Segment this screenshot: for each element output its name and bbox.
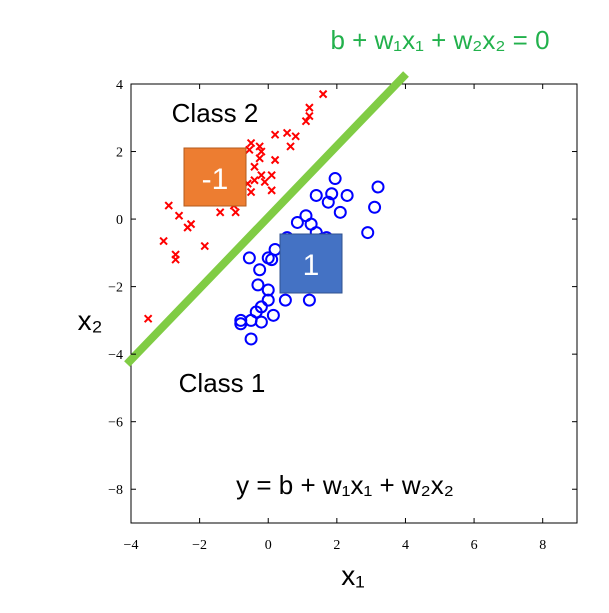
point — [245, 145, 254, 155]
x-tick-label: −2 — [192, 538, 207, 553]
point — [244, 332, 258, 346]
point — [278, 293, 292, 307]
point — [255, 154, 264, 163]
point — [305, 111, 314, 121]
point — [159, 236, 168, 246]
point — [291, 132, 300, 141]
point — [260, 177, 270, 187]
point — [215, 208, 225, 217]
point — [246, 187, 256, 197]
plot-frame — [130, 83, 578, 524]
x-tick-label: 0 — [265, 538, 272, 553]
point — [250, 162, 259, 171]
point — [301, 116, 311, 126]
point — [143, 314, 153, 323]
point — [371, 180, 385, 194]
y-tick-label: −8 — [108, 483, 123, 498]
point — [318, 89, 328, 99]
model-label: y = b + w₁x₁ + w₂x₂ — [236, 470, 454, 500]
point — [234, 317, 248, 331]
y-tick-label: −6 — [108, 416, 123, 431]
x-tick-label: 4 — [402, 538, 409, 553]
x-tick-label: 6 — [471, 538, 478, 553]
label-pos: 1 — [303, 249, 320, 282]
point — [309, 188, 323, 202]
point — [231, 208, 240, 217]
decision-boundary — [124, 71, 409, 367]
point — [286, 142, 295, 151]
point — [200, 241, 209, 251]
x-axis-label: x₁ — [341, 560, 364, 591]
point — [261, 251, 275, 265]
class2-label: Class 2 — [172, 98, 259, 128]
x-tick-label: 8 — [539, 538, 546, 553]
point — [257, 170, 266, 180]
class1-label: Class 1 — [179, 368, 266, 398]
point — [321, 195, 335, 209]
y-tick-label: −4 — [108, 348, 123, 363]
point — [246, 138, 256, 148]
point — [261, 293, 275, 307]
point — [290, 215, 304, 229]
points — [143, 89, 385, 346]
x-tick-label: −4 — [124, 538, 139, 553]
point — [361, 226, 375, 240]
point — [254, 315, 268, 329]
point — [333, 205, 347, 219]
point — [250, 176, 259, 185]
point — [174, 211, 184, 220]
point — [282, 128, 292, 138]
y-axis-label: x₂ — [78, 305, 103, 336]
point — [267, 170, 276, 180]
point — [328, 172, 342, 186]
point — [302, 293, 316, 307]
y-tick-label: 2 — [116, 146, 123, 161]
point — [340, 188, 354, 202]
point — [257, 147, 266, 156]
label-box-neg — [183, 147, 247, 207]
point — [270, 130, 280, 139]
point — [164, 201, 173, 210]
point — [270, 155, 280, 165]
point — [251, 278, 265, 292]
point — [266, 308, 280, 322]
y-tick-label: 4 — [116, 78, 123, 93]
point — [368, 200, 382, 214]
point — [171, 255, 180, 264]
label-box-pos — [279, 233, 343, 294]
point — [305, 103, 314, 112]
point — [267, 186, 276, 195]
boundary-label: b + w₁x₁ + w₂x₂ = 0 — [330, 25, 549, 55]
y-tick-label: 0 — [116, 213, 123, 228]
label-neg: -1 — [202, 163, 229, 196]
point — [253, 263, 267, 277]
x-tick-label: 2 — [333, 538, 340, 553]
y-tick-label: −2 — [108, 281, 123, 296]
point — [242, 251, 256, 265]
point — [183, 223, 192, 232]
